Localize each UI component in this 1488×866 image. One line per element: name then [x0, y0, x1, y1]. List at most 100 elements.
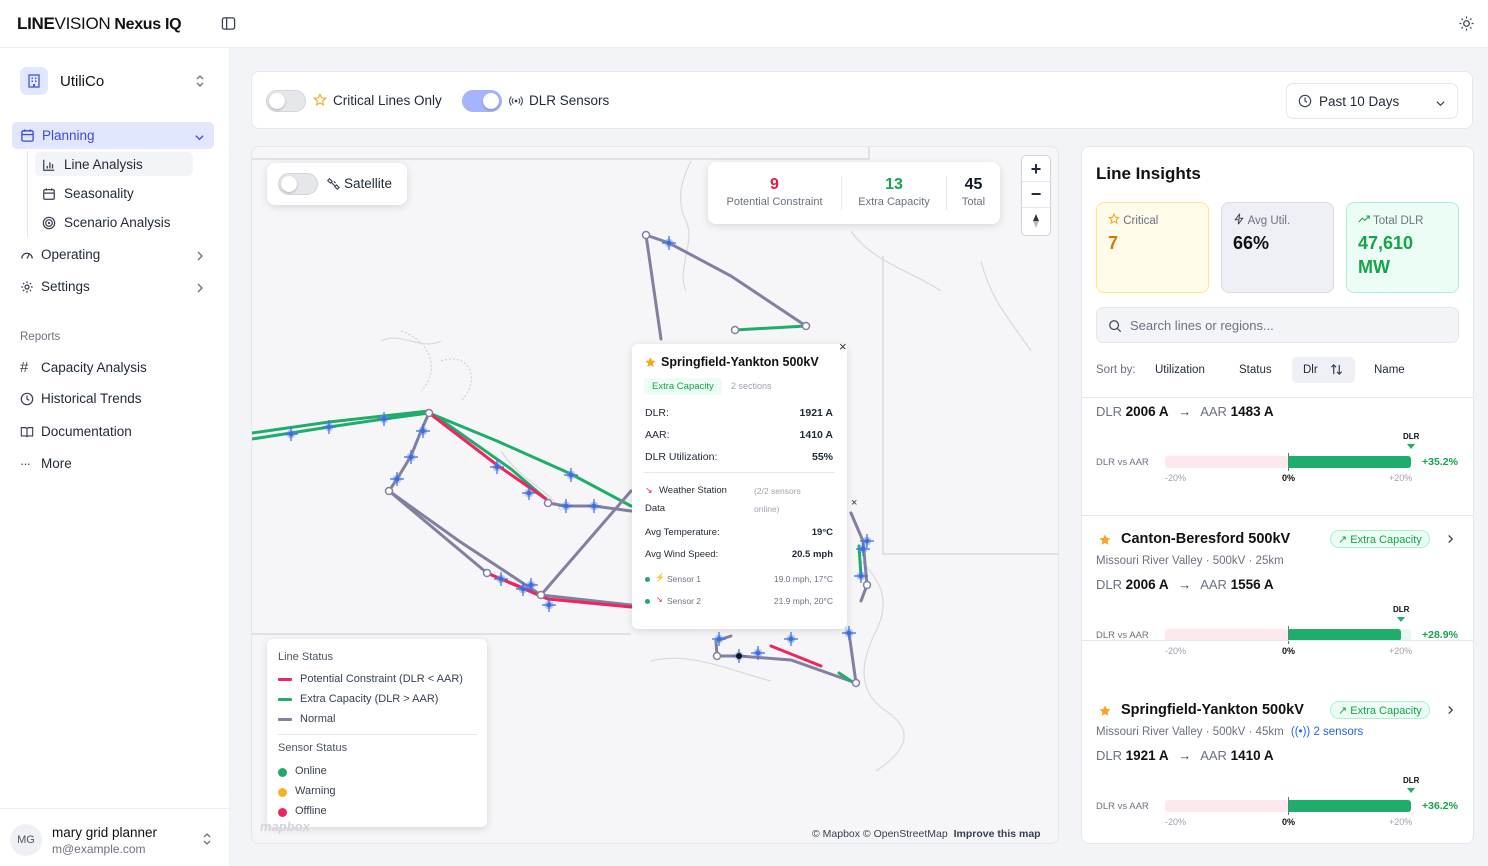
- substation-node[interactable]: [424, 408, 434, 418]
- nav-scenario-analysis[interactable]: Scenario Analysis: [42, 215, 171, 230]
- substation-node[interactable]: [851, 678, 861, 688]
- nav-capacity-analysis[interactable]: # Capacity Analysis: [20, 359, 147, 376]
- transmission-line[interactable]: [849, 511, 869, 603]
- sidebar-toggle-icon[interactable]: [221, 16, 236, 36]
- sensor-marker[interactable]: [490, 460, 504, 474]
- sensor-marker[interactable]: [564, 468, 578, 482]
- sensor-marker[interactable]: [522, 486, 536, 500]
- transmission-line[interactable]: [539, 489, 633, 597]
- nav-operating[interactable]: Operating: [20, 247, 100, 262]
- improve-map-link[interactable]: Improve this map: [953, 828, 1041, 840]
- dlr-marker: DLR: [1403, 776, 1420, 785]
- kpi-avg-util[interactable]: Avg Util. 66%: [1221, 202, 1334, 293]
- nav-line-analysis-row[interactable]: Line Analysis: [42, 157, 143, 172]
- sensor-marker[interactable]: [712, 632, 726, 646]
- sensor-marker[interactable]: [662, 236, 676, 250]
- sensor-marker[interactable]: [751, 646, 765, 660]
- sensor-marker[interactable]: [377, 412, 391, 426]
- sensor-marker[interactable]: [784, 632, 798, 646]
- transmission-line[interactable]: [733, 324, 808, 332]
- stat-extra[interactable]: 13 Extra Capacity: [842, 162, 946, 224]
- substation-node[interactable]: [536, 590, 546, 600]
- sensor-marker[interactable]: [390, 472, 404, 486]
- line-name[interactable]: Springfield-Yankton 500kV: [1121, 702, 1304, 718]
- nav-planning[interactable]: [12, 122, 214, 149]
- sensor-marker[interactable]: [856, 542, 870, 556]
- zoom-out-button[interactable]: −: [1022, 182, 1050, 208]
- map-canvas[interactable]: Satellite 9 Potential Constraint 13 Extr…: [251, 146, 1059, 844]
- transmission-line[interactable]: [769, 644, 823, 668]
- theme-sun-icon[interactable]: [1459, 16, 1474, 36]
- nav-documentation[interactable]: Documentation: [20, 424, 132, 439]
- transmission-line[interactable]: [644, 233, 808, 328]
- popup-close-button[interactable]: ×: [839, 339, 847, 354]
- dlr-sensors-toggle[interactable]: [462, 90, 502, 112]
- transmission-line[interactable]: [427, 411, 633, 508]
- transmission-line[interactable]: [252, 411, 431, 441]
- nav-more[interactable]: ··· More: [20, 456, 72, 471]
- date-range-select[interactable]: Past 10 Days: [1286, 83, 1458, 119]
- clock-icon: [20, 392, 34, 405]
- chevron-right-icon[interactable]: [1446, 532, 1455, 550]
- sensor-marker[interactable]: [322, 420, 336, 434]
- transmission-line[interactable]: [387, 489, 633, 607]
- selected-node[interactable]: [736, 653, 742, 659]
- zoom-in-button[interactable]: +: [1022, 156, 1050, 182]
- sensor-marker[interactable]: [404, 450, 418, 464]
- sensor-marker[interactable]: [524, 578, 538, 592]
- compass-button[interactable]: [1022, 208, 1050, 234]
- satellite-toggle[interactable]: [278, 173, 318, 195]
- sensor-marker[interactable]: [494, 572, 508, 586]
- user-menu[interactable]: MG mary grid planner m@example.com: [10, 820, 220, 858]
- attribution-text[interactable]: © Mapbox © OpenStreetMap: [812, 828, 948, 840]
- sensor-marker[interactable]: [516, 582, 530, 596]
- org-switcher[interactable]: UtiliCo: [20, 66, 210, 96]
- sensor-marker[interactable]: [587, 499, 601, 513]
- transmission-line[interactable]: [644, 233, 663, 341]
- sort-name[interactable]: Name: [1374, 364, 1405, 376]
- transmission-line[interactable]: [252, 409, 431, 435]
- kpi-total-dlr[interactable]: Total DLR 47,610 MW: [1346, 202, 1459, 293]
- stat-total[interactable]: 45 Total: [947, 162, 1000, 224]
- substation-node[interactable]: [801, 321, 811, 331]
- transmission-line[interactable]: [847, 631, 858, 685]
- sort-status[interactable]: Status: [1239, 364, 1272, 376]
- chevron-right-icon[interactable]: [1446, 703, 1455, 721]
- transmission-line[interactable]: [546, 501, 633, 513]
- nav-planning-row[interactable]: Planning: [20, 128, 95, 143]
- kpi-critical[interactable]: Critical 7: [1096, 202, 1209, 293]
- substation-node[interactable]: [482, 568, 492, 578]
- transmission-line[interactable]: [435, 415, 548, 501]
- transmission-line[interactable]: [715, 654, 858, 685]
- nav-line-analysis[interactable]: [35, 152, 193, 176]
- substation-node[interactable]: [384, 486, 394, 496]
- substation-node[interactable]: [862, 580, 872, 590]
- nav-settings-label: Settings: [41, 279, 90, 294]
- line-name[interactable]: Canton-Beresford 500kV: [1121, 531, 1291, 547]
- nav-historical-trends[interactable]: Historical Trends: [20, 391, 142, 406]
- nav-settings[interactable]: Settings: [20, 279, 90, 294]
- nav-seasonality[interactable]: Seasonality: [42, 186, 134, 201]
- substation-node[interactable]: [543, 498, 553, 508]
- transmission-line[interactable]: [714, 634, 733, 658]
- sort-dlr-button[interactable]: Dlr: [1292, 357, 1355, 383]
- substation-node[interactable]: [712, 651, 722, 661]
- search-input[interactable]: Search lines or regions...: [1130, 318, 1274, 333]
- substation-node[interactable]: [641, 230, 651, 240]
- sensor-marker[interactable]: [854, 569, 868, 583]
- stat-potential[interactable]: 9 Potential Constraint: [708, 162, 841, 224]
- substation-node[interactable]: [730, 325, 740, 335]
- search-box[interactable]: Search lines or regions...: [1096, 307, 1459, 343]
- critical-lines-toggle[interactable]: [266, 90, 306, 112]
- sensor-marker[interactable]: [542, 598, 556, 612]
- line-region: Missouri River Valley · 500kV · 25km: [1096, 555, 1284, 567]
- sensor-marker[interactable]: [416, 424, 430, 438]
- gear-icon: [21, 280, 33, 293]
- sensor-marker[interactable]: [559, 499, 573, 513]
- sensor-marker[interactable]: [842, 626, 856, 640]
- popup-close-button-2[interactable]: ×: [851, 497, 858, 509]
- sensor-marker[interactable]: [284, 427, 298, 441]
- weather-title-2: Data: [645, 503, 666, 514]
- sort-utilization[interactable]: Utilization: [1155, 364, 1205, 376]
- sensor-marker[interactable]: [860, 534, 874, 548]
